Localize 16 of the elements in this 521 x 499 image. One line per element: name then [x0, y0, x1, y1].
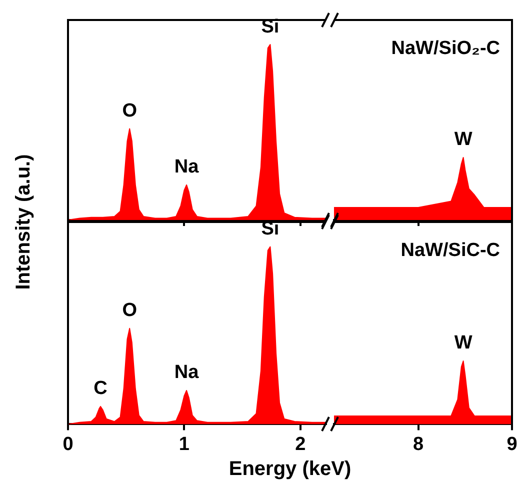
x-tick-label: 2 — [295, 434, 306, 455]
x-axis-title: Energy (keV) — [228, 458, 352, 482]
x-tick-label: 9 — [506, 434, 518, 455]
x-tick-label: 8 — [413, 434, 424, 455]
annotation: Na — [174, 156, 200, 178]
chart-title: NaW/SiO₂-C — [391, 38, 500, 60]
annotation: W — [454, 332, 472, 354]
x-tick-label: 0 — [62, 434, 74, 455]
annotation: C — [94, 378, 108, 400]
annotation: W — [454, 129, 472, 150]
annotation: O — [122, 300, 137, 322]
y-axis-title: Intensity (a.u.) — [12, 154, 36, 290]
annotation: Na — [174, 362, 200, 384]
annotation: O — [122, 100, 137, 122]
x-tick-label: 1 — [178, 434, 190, 455]
chart-title: NaW/SiC-C — [400, 240, 500, 262]
